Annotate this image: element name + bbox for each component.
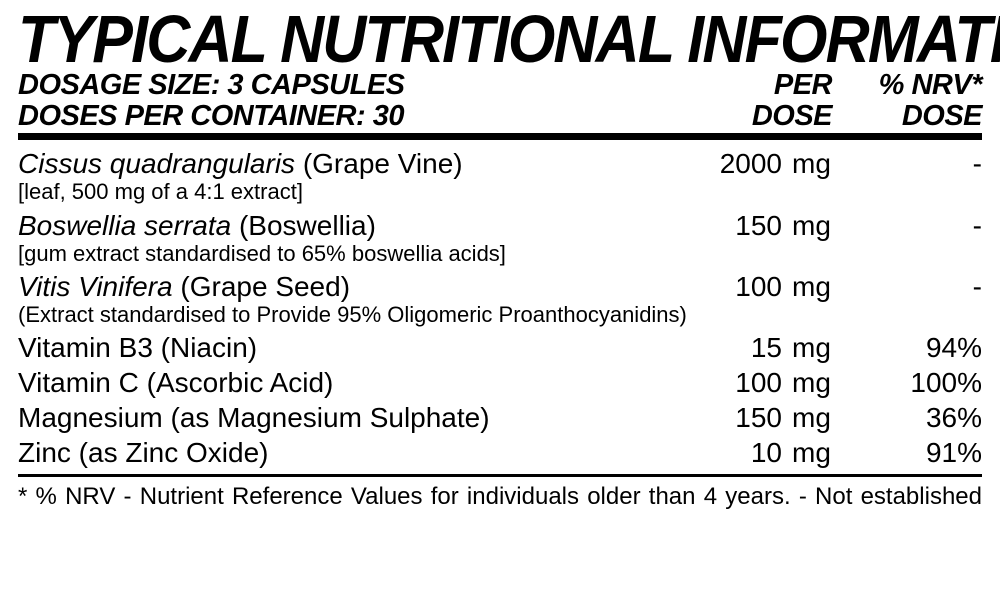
nutrient-amount: 10: [692, 435, 782, 470]
panel-title: TYPICAL NUTRITIONAL INFORMATION: [18, 10, 895, 70]
nutrient-nrv: 94%: [832, 330, 982, 365]
footnote: * % NRV - Nutrient Reference Values for …: [18, 477, 982, 511]
nutrient-unit: mg: [782, 269, 832, 304]
nutrient-amount: 100: [692, 269, 782, 304]
nutrient-row: Boswellia serrata (Boswellia)150mg-: [18, 208, 982, 243]
nutrient-amount: 100: [692, 365, 782, 400]
nutrient-name: Zinc (as Zinc Oxide): [18, 435, 692, 470]
nutrient-common-name: (Grape Seed): [173, 271, 350, 302]
nutrient-unit: mg: [782, 146, 832, 181]
nutrient-name: Magnesium (as Magnesium Sulphate): [18, 400, 692, 435]
col-per-dose: PER DOSE: [712, 70, 832, 131]
nutrient-nrv: -: [832, 208, 982, 243]
nutrient-common-name: (Grape Vine): [295, 148, 463, 179]
nutrient-unit: mg: [782, 400, 832, 435]
nutrient-name: Vitis Vinifera (Grape Seed): [18, 269, 692, 304]
nutrient-scientific-name: Boswellia serrata: [18, 210, 231, 241]
nutrient-nrv: 36%: [832, 400, 982, 435]
nutrient-name: Boswellia serrata (Boswellia): [18, 208, 692, 243]
subheader: DOSAGE SIZE: 3 CAPSULES DOSES PER CONTAI…: [18, 70, 982, 140]
nutrient-common-name: (Boswellia): [231, 210, 376, 241]
nutrient-unit: mg: [782, 330, 832, 365]
nutrient-amount: 2000: [692, 146, 782, 181]
nutrient-name: Vitamin C (Ascorbic Acid): [18, 365, 692, 400]
nutrient-row: Vitis Vinifera (Grape Seed)100mg-: [18, 269, 982, 304]
nutrient-nrv: 100%: [832, 365, 982, 400]
nutrient-common-name: Zinc (as Zinc Oxide): [18, 437, 269, 468]
nutrient-common-name: Vitamin B3 (Niacin): [18, 332, 257, 363]
nutrient-row: Zinc (as Zinc Oxide) 10mg91%: [18, 435, 982, 470]
nutrient-unit: mg: [782, 208, 832, 243]
nutrient-unit: mg: [782, 365, 832, 400]
nutrient-amount: 150: [692, 400, 782, 435]
nutrient-nrv: 91%: [832, 435, 982, 470]
col-nrv-dose: % NRV* DOSE: [832, 70, 982, 131]
nutrient-name: Vitamin B3 (Niacin): [18, 330, 692, 365]
col-nrv-line2: DOSE: [832, 101, 982, 131]
nutrient-rows: Cissus quadrangularis (Grape Vine)2000mg…: [18, 140, 982, 477]
nutrient-detail: [gum extract standardised to 65% boswell…: [18, 241, 982, 267]
nutrient-row: Cissus quadrangularis (Grape Vine)2000mg…: [18, 146, 982, 181]
nutrient-row: Vitamin B3 (Niacin) 15mg94%: [18, 330, 982, 365]
nutrient-amount: 15: [692, 330, 782, 365]
nutrient-name: Cissus quadrangularis (Grape Vine): [18, 146, 692, 181]
nutrient-scientific-name: Cissus quadrangularis: [18, 148, 295, 179]
nutrient-unit: mg: [782, 435, 832, 470]
nutrient-detail: (Extract standardised to Provide 95% Oli…: [18, 302, 982, 328]
nutrient-common-name: Magnesium (as Magnesium Sulphate): [18, 402, 490, 433]
col-per-line2: DOSE: [712, 101, 832, 131]
nutrient-row: Vitamin C (Ascorbic Acid) 100mg100%: [18, 365, 982, 400]
nutrient-row: Magnesium (as Magnesium Sulphate) 150mg36…: [18, 400, 982, 435]
nutrient-amount: 150: [692, 208, 782, 243]
nutrient-nrv: -: [832, 269, 982, 304]
nutrient-nrv: -: [832, 146, 982, 181]
nutrient-scientific-name: Vitis Vinifera: [18, 271, 173, 302]
doses-per-container: DOSES PER CONTAINER: 30: [18, 101, 712, 131]
column-headers: PER DOSE % NRV* DOSE: [712, 70, 982, 131]
nutrient-common-name: Vitamin C (Ascorbic Acid): [18, 367, 333, 398]
dosage-info: DOSAGE SIZE: 3 CAPSULES DOSES PER CONTAI…: [18, 70, 712, 131]
nutrient-detail: [leaf, 500 mg of a 4:1 extract]: [18, 179, 982, 205]
